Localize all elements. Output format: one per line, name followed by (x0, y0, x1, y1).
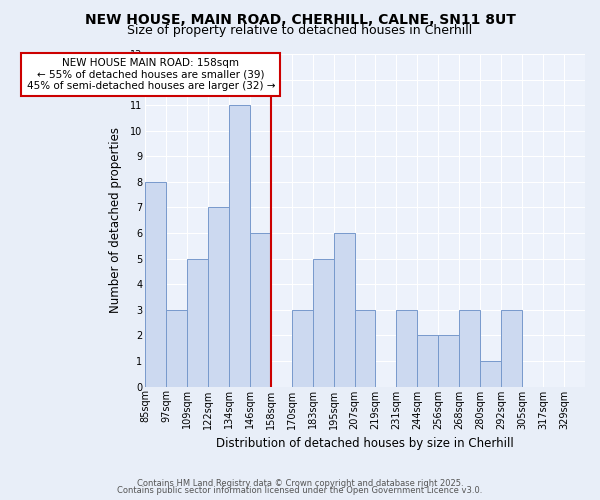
Bar (397, 310, 418, 386)
Text: Contains public sector information licensed under the Open Government Licence v3: Contains public sector information licen… (118, 486, 482, 495)
Bar (480, 361, 501, 386)
Text: Size of property relative to detached houses in Cherhill: Size of property relative to detached ho… (127, 24, 473, 37)
X-axis label: Distribution of detached houses by size in Cherhill: Distribution of detached houses by size … (216, 437, 514, 450)
Bar (187, 258, 208, 386)
Text: Contains HM Land Registry data © Crown copyright and database right 2025.: Contains HM Land Registry data © Crown c… (137, 478, 463, 488)
Y-axis label: Number of detached properties: Number of detached properties (109, 128, 122, 314)
Bar (501, 310, 522, 386)
Bar (418, 336, 439, 386)
Bar (355, 310, 376, 386)
Bar (439, 336, 459, 386)
Text: NEW HOUSE MAIN ROAD: 158sqm
← 55% of detached houses are smaller (39)
45% of sem: NEW HOUSE MAIN ROAD: 158sqm ← 55% of det… (26, 58, 275, 91)
Bar (292, 310, 313, 386)
Bar (229, 105, 250, 386)
Bar (208, 208, 229, 386)
Bar (166, 310, 187, 386)
Bar (250, 233, 271, 386)
Bar (334, 233, 355, 386)
Bar (145, 182, 166, 386)
Bar (313, 258, 334, 386)
Text: NEW HOUSE, MAIN ROAD, CHERHILL, CALNE, SN11 8UT: NEW HOUSE, MAIN ROAD, CHERHILL, CALNE, S… (85, 12, 515, 26)
Bar (460, 310, 480, 386)
